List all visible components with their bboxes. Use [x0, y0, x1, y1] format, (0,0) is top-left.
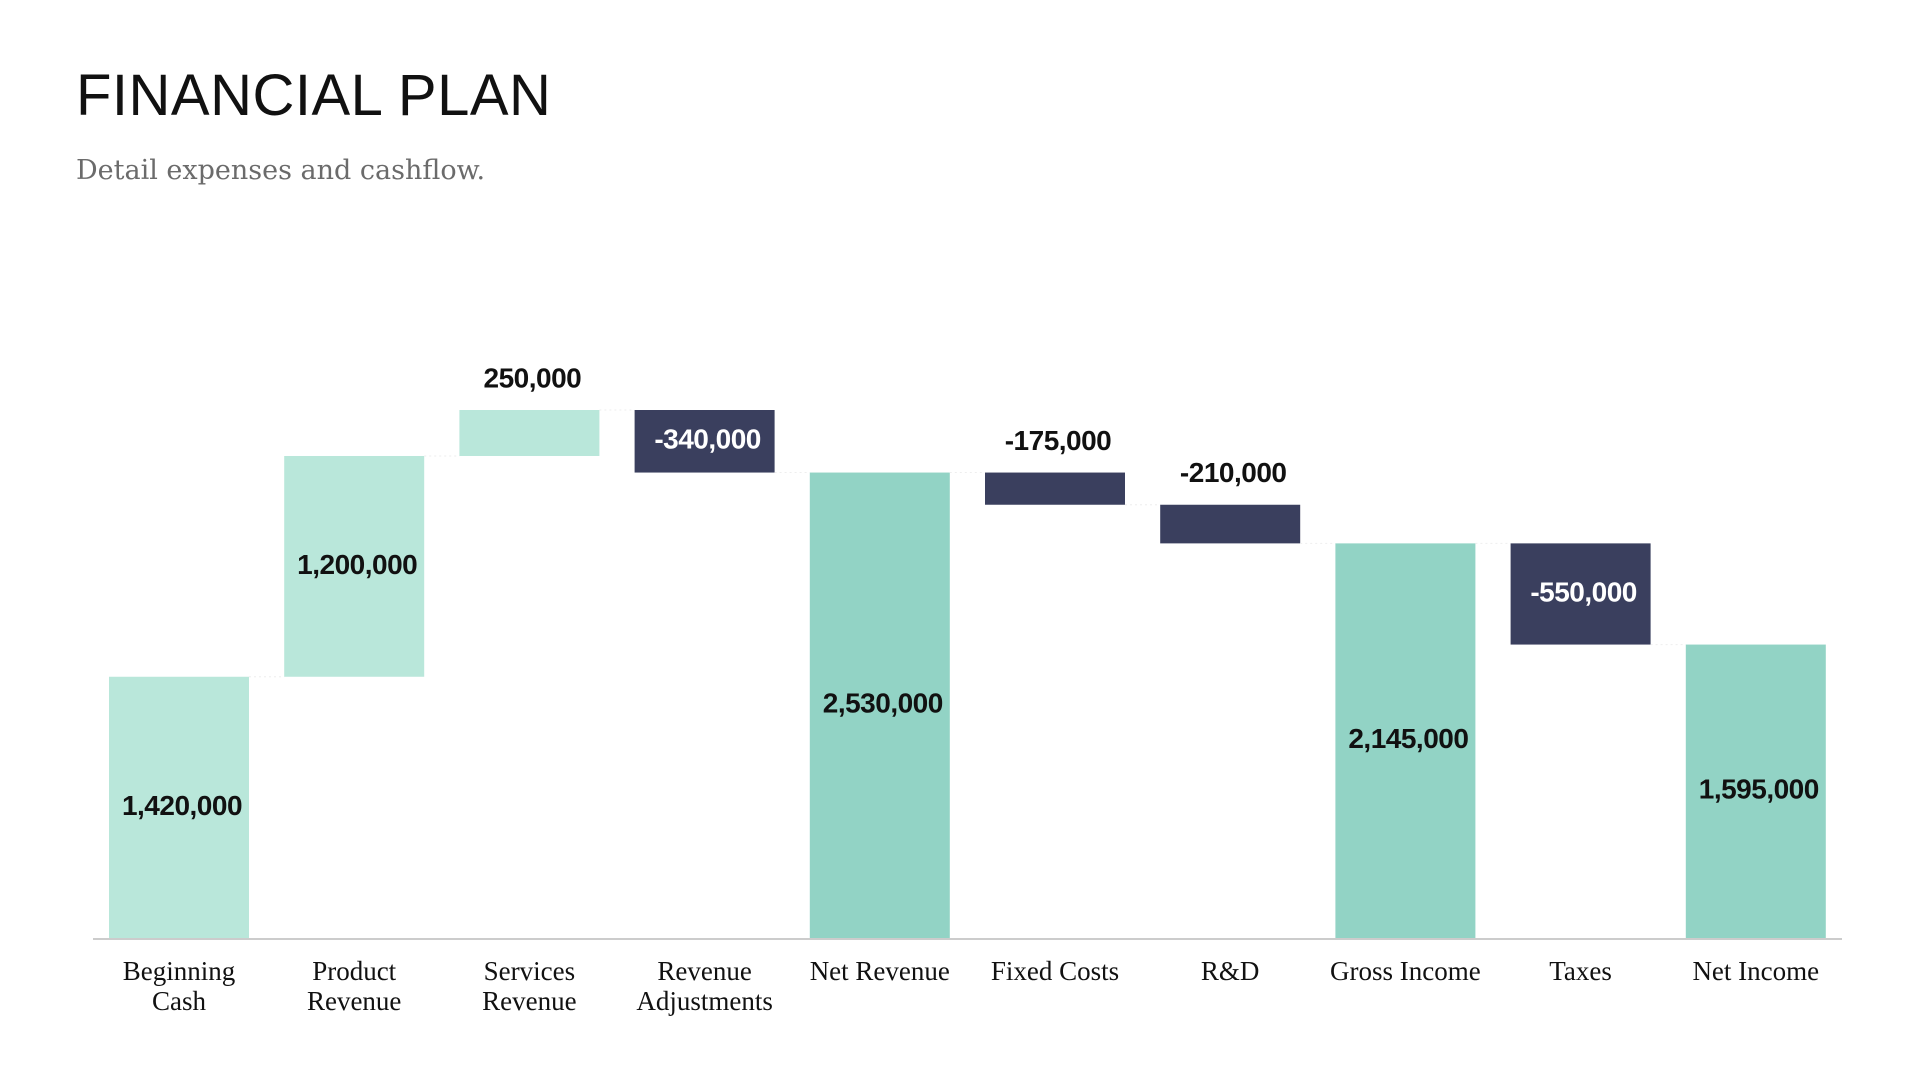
bar	[284, 455, 425, 677]
value-label: -340,000	[654, 424, 761, 455]
x-tick-label: Net Revenue	[809, 956, 950, 986]
bar	[109, 676, 249, 938]
x-tick-label: Fixed Costs	[990, 956, 1120, 986]
value-label: 1,200,000	[297, 549, 417, 580]
x-tick-label: Gross Income	[1330, 956, 1481, 986]
value-label: 2,530,000	[823, 688, 943, 719]
bar	[459, 410, 600, 456]
value-label: 2,145,000	[1348, 723, 1468, 754]
value-label: -550,000	[1530, 576, 1637, 607]
chart-subtitle: Detail expenses and cashflow.	[76, 155, 486, 186]
value-label: 1,420,000	[122, 790, 242, 821]
value-label: 1,595,000	[1699, 774, 1819, 805]
bar	[1160, 504, 1301, 544]
chart-title: FINANCIAL PLAN	[76, 63, 552, 128]
bar	[1685, 644, 1826, 938]
bar	[1510, 543, 1651, 645]
x-tick-label: R&D	[1200, 956, 1260, 986]
value-label: -210,000	[1180, 457, 1287, 488]
value-label: 250,000	[484, 362, 582, 393]
bar	[1335, 543, 1476, 938]
x-tick-label: Beginning Cash	[122, 956, 236, 1016]
x-tick-label: Services Revenue	[482, 956, 577, 1016]
bar	[634, 410, 775, 473]
bar	[809, 472, 950, 938]
x-tick-label: Taxes	[1549, 956, 1612, 986]
x-tick-label: Product Revenue	[306, 956, 402, 1016]
value-label: -175,000	[1005, 425, 1112, 456]
x-tick-label: Revenue Adjustments	[636, 956, 773, 1016]
x-tick-label: Net Income	[1692, 956, 1820, 986]
bar	[985, 472, 1125, 505]
